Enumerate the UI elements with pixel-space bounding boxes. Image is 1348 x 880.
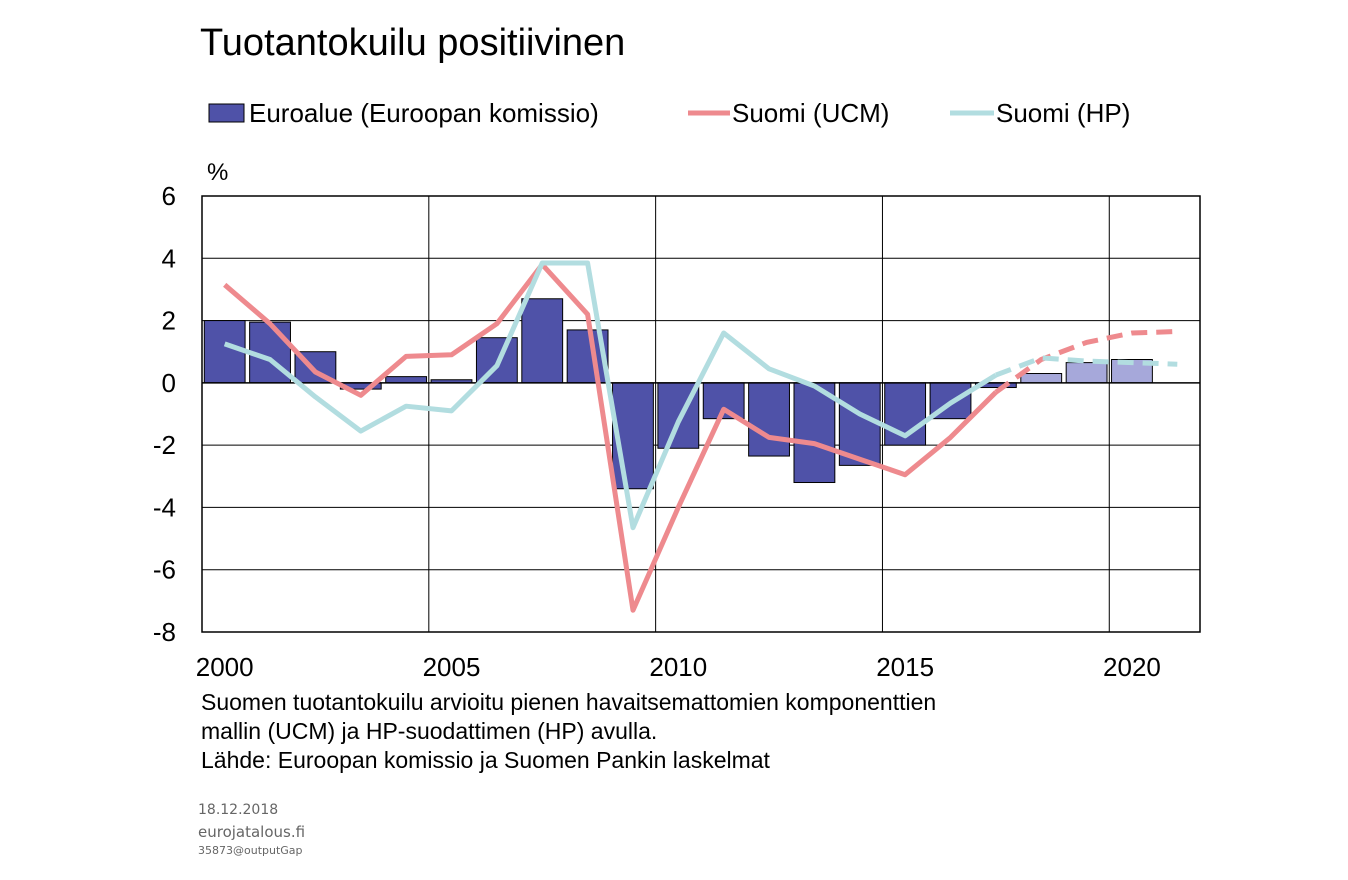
bar-euroalue: [385, 376, 428, 384]
gridlines: [201, 195, 1200, 633]
chart-notes: Suomen tuotantokuilu arvioitu pienen hav…: [201, 688, 936, 775]
bar-euroalue: [838, 382, 881, 466]
footer-code: 35873@outputGap: [198, 844, 303, 857]
x-tick-label: 2015: [876, 652, 934, 682]
bar-euroalue: [1020, 373, 1063, 384]
legend-label-ucm: Suomi (UCM): [732, 98, 889, 128]
line-suomi-ucm: [223, 262, 998, 613]
bar-euroalue: [203, 320, 246, 384]
legend-swatch-euroalue: [208, 103, 245, 123]
x-tick-label: 2000: [196, 652, 254, 682]
y-tick-label: -4: [153, 492, 176, 522]
y-tick-label: 4: [162, 243, 176, 273]
x-tick-label: 2020: [1103, 652, 1161, 682]
chart-title: Tuotantokuilu positiivinen: [200, 22, 626, 64]
plot-frame-layer: [201, 195, 1201, 633]
y-tick-label: 2: [162, 306, 176, 336]
y-axis-unit-label: %: [207, 159, 228, 186]
footer-site: eurojatalous.fi: [198, 823, 306, 841]
footer-date: 18.12.2018: [198, 802, 279, 818]
bar-euroalue: [521, 298, 564, 384]
line-suomi-ucm-forecast: [994, 329, 1178, 395]
plot-frame: [201, 195, 1201, 633]
legend-label-hp: Suomi (HP): [996, 98, 1130, 128]
x-tick-labels: 2000 2005 2010 2015 2020: [196, 652, 1161, 682]
source-line: Lähde: Euroopan komissio ja Suomen Panki…: [201, 747, 770, 773]
footer: 18.12.2018 eurojatalous.fi 35873@outputG…: [198, 800, 305, 858]
y-tick-label: -2: [153, 430, 176, 460]
note-line: mallin (UCM) ja HP-suodattimen (HP) avul…: [201, 718, 658, 744]
y-tick-label: 6: [162, 181, 176, 211]
y-tick-label: -6: [153, 555, 176, 585]
bar-euroalue: [793, 382, 836, 484]
y-tick-label: -8: [153, 617, 176, 647]
bar-euroalue: [1065, 362, 1108, 384]
legend-label-euroalue: Euroalue (Euroopan komissio): [249, 98, 599, 128]
line-series: [223, 260, 1178, 613]
x-tick-label: 2005: [423, 652, 481, 682]
legend: Euroalue (Euroopan komissio) Suomi (UCM) S…: [208, 98, 1130, 128]
bar-series: [203, 298, 1153, 490]
line-suomi-hp: [223, 260, 998, 531]
bar-euroalue: [748, 382, 790, 457]
note-line: Suomen tuotantokuilu arvioitu pienen hav…: [201, 689, 937, 715]
y-tick-label: 0: [162, 368, 176, 398]
x-tick-label: 2010: [649, 652, 707, 682]
bar-euroalue: [612, 382, 654, 490]
y-tick-labels: 6 4 2 0 -2 -4 -6 -8: [153, 181, 176, 647]
line-suomi-hp-forecast: [995, 355, 1178, 378]
